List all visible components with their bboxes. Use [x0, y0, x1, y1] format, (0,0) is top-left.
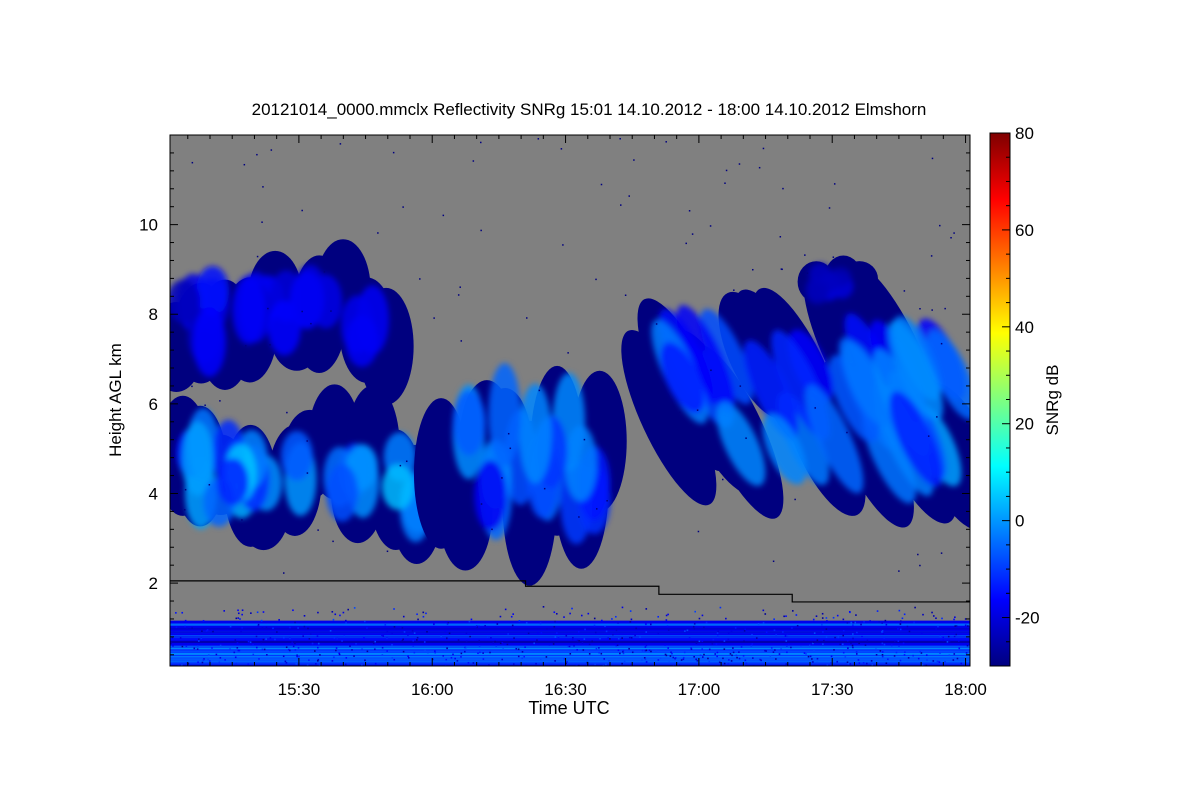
plot-frame	[169, 134, 971, 667]
colorbar-axis: -20 0 20 40 60 80	[1002, 124, 1040, 667]
reflectivity-field	[170, 137, 970, 666]
cloud-layer	[170, 606, 970, 666]
x-tick-label: 15:30	[278, 680, 321, 699]
cloud-layer	[621, 262, 970, 530]
colorbar-tick-label: 20	[1015, 415, 1034, 434]
y-axis-label: Height AGL km	[106, 343, 125, 457]
y-tick-label: 6	[149, 395, 158, 414]
x-tick-label: 17:00	[678, 680, 721, 699]
cloud-layer	[170, 239, 414, 405]
boundary-layer-line	[170, 580, 970, 603]
cloud-layer	[797, 255, 879, 305]
y-tick-label: 8	[149, 305, 158, 324]
y-tick-label: 10	[139, 216, 158, 235]
colorbar-tick-label: 60	[1015, 221, 1034, 240]
colorbar-tick-label: -20	[1015, 609, 1040, 628]
x-tick-label: 17:30	[811, 680, 854, 699]
x-tick-label: 16:00	[411, 680, 454, 699]
y-axis: 2 4 6 8 10	[139, 152, 970, 656]
x-axis: 15:30 16:00 16:30 17:00 17:30 18:00	[187, 135, 987, 699]
colorbar-tick-label: 0	[1015, 512, 1024, 531]
cloud-layer	[413, 363, 627, 586]
x-tick-label: 16:30	[544, 680, 587, 699]
y-tick-label: 2	[149, 574, 158, 593]
colorbar-label: SNRg dB	[1043, 365, 1062, 436]
x-axis-label: Time UTC	[528, 698, 609, 718]
colorbar-tick-label: 80	[1015, 124, 1034, 143]
noise-pixels	[172, 137, 955, 574]
x-tick-label: 18:00	[944, 680, 987, 699]
colorbar-tick-label: 40	[1015, 318, 1034, 337]
y-tick-label: 4	[149, 484, 158, 503]
chart-title: 20121014_0000.mmclx Reflectivity SNRg 15…	[252, 100, 927, 119]
